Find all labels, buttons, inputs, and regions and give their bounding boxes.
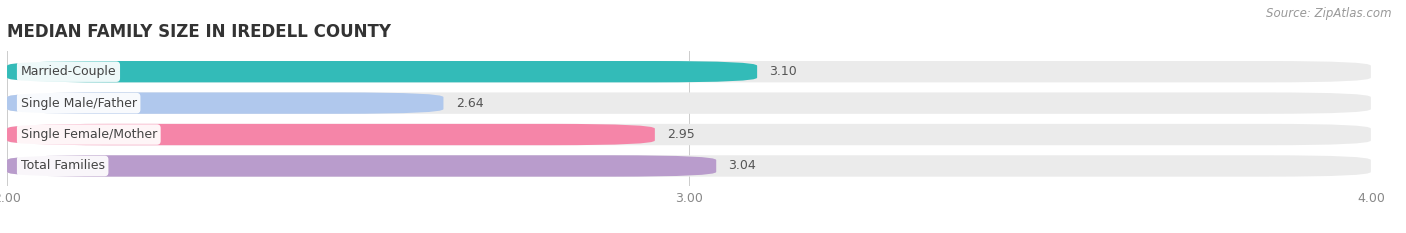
FancyBboxPatch shape <box>7 93 443 114</box>
Text: 2.64: 2.64 <box>456 97 484 110</box>
Text: Married-Couple: Married-Couple <box>21 65 117 78</box>
Text: 3.04: 3.04 <box>728 159 756 172</box>
Text: Single Female/Mother: Single Female/Mother <box>21 128 157 141</box>
FancyBboxPatch shape <box>7 155 716 177</box>
Text: Total Families: Total Families <box>21 159 104 172</box>
FancyBboxPatch shape <box>7 93 1371 114</box>
Text: 2.95: 2.95 <box>666 128 695 141</box>
FancyBboxPatch shape <box>7 124 1371 145</box>
Text: MEDIAN FAMILY SIZE IN IREDELL COUNTY: MEDIAN FAMILY SIZE IN IREDELL COUNTY <box>7 23 391 41</box>
Text: Source: ZipAtlas.com: Source: ZipAtlas.com <box>1267 7 1392 20</box>
FancyBboxPatch shape <box>7 155 1371 177</box>
FancyBboxPatch shape <box>7 124 655 145</box>
Text: 3.10: 3.10 <box>769 65 797 78</box>
FancyBboxPatch shape <box>7 61 1371 82</box>
FancyBboxPatch shape <box>7 61 756 82</box>
Text: Single Male/Father: Single Male/Father <box>21 97 136 110</box>
